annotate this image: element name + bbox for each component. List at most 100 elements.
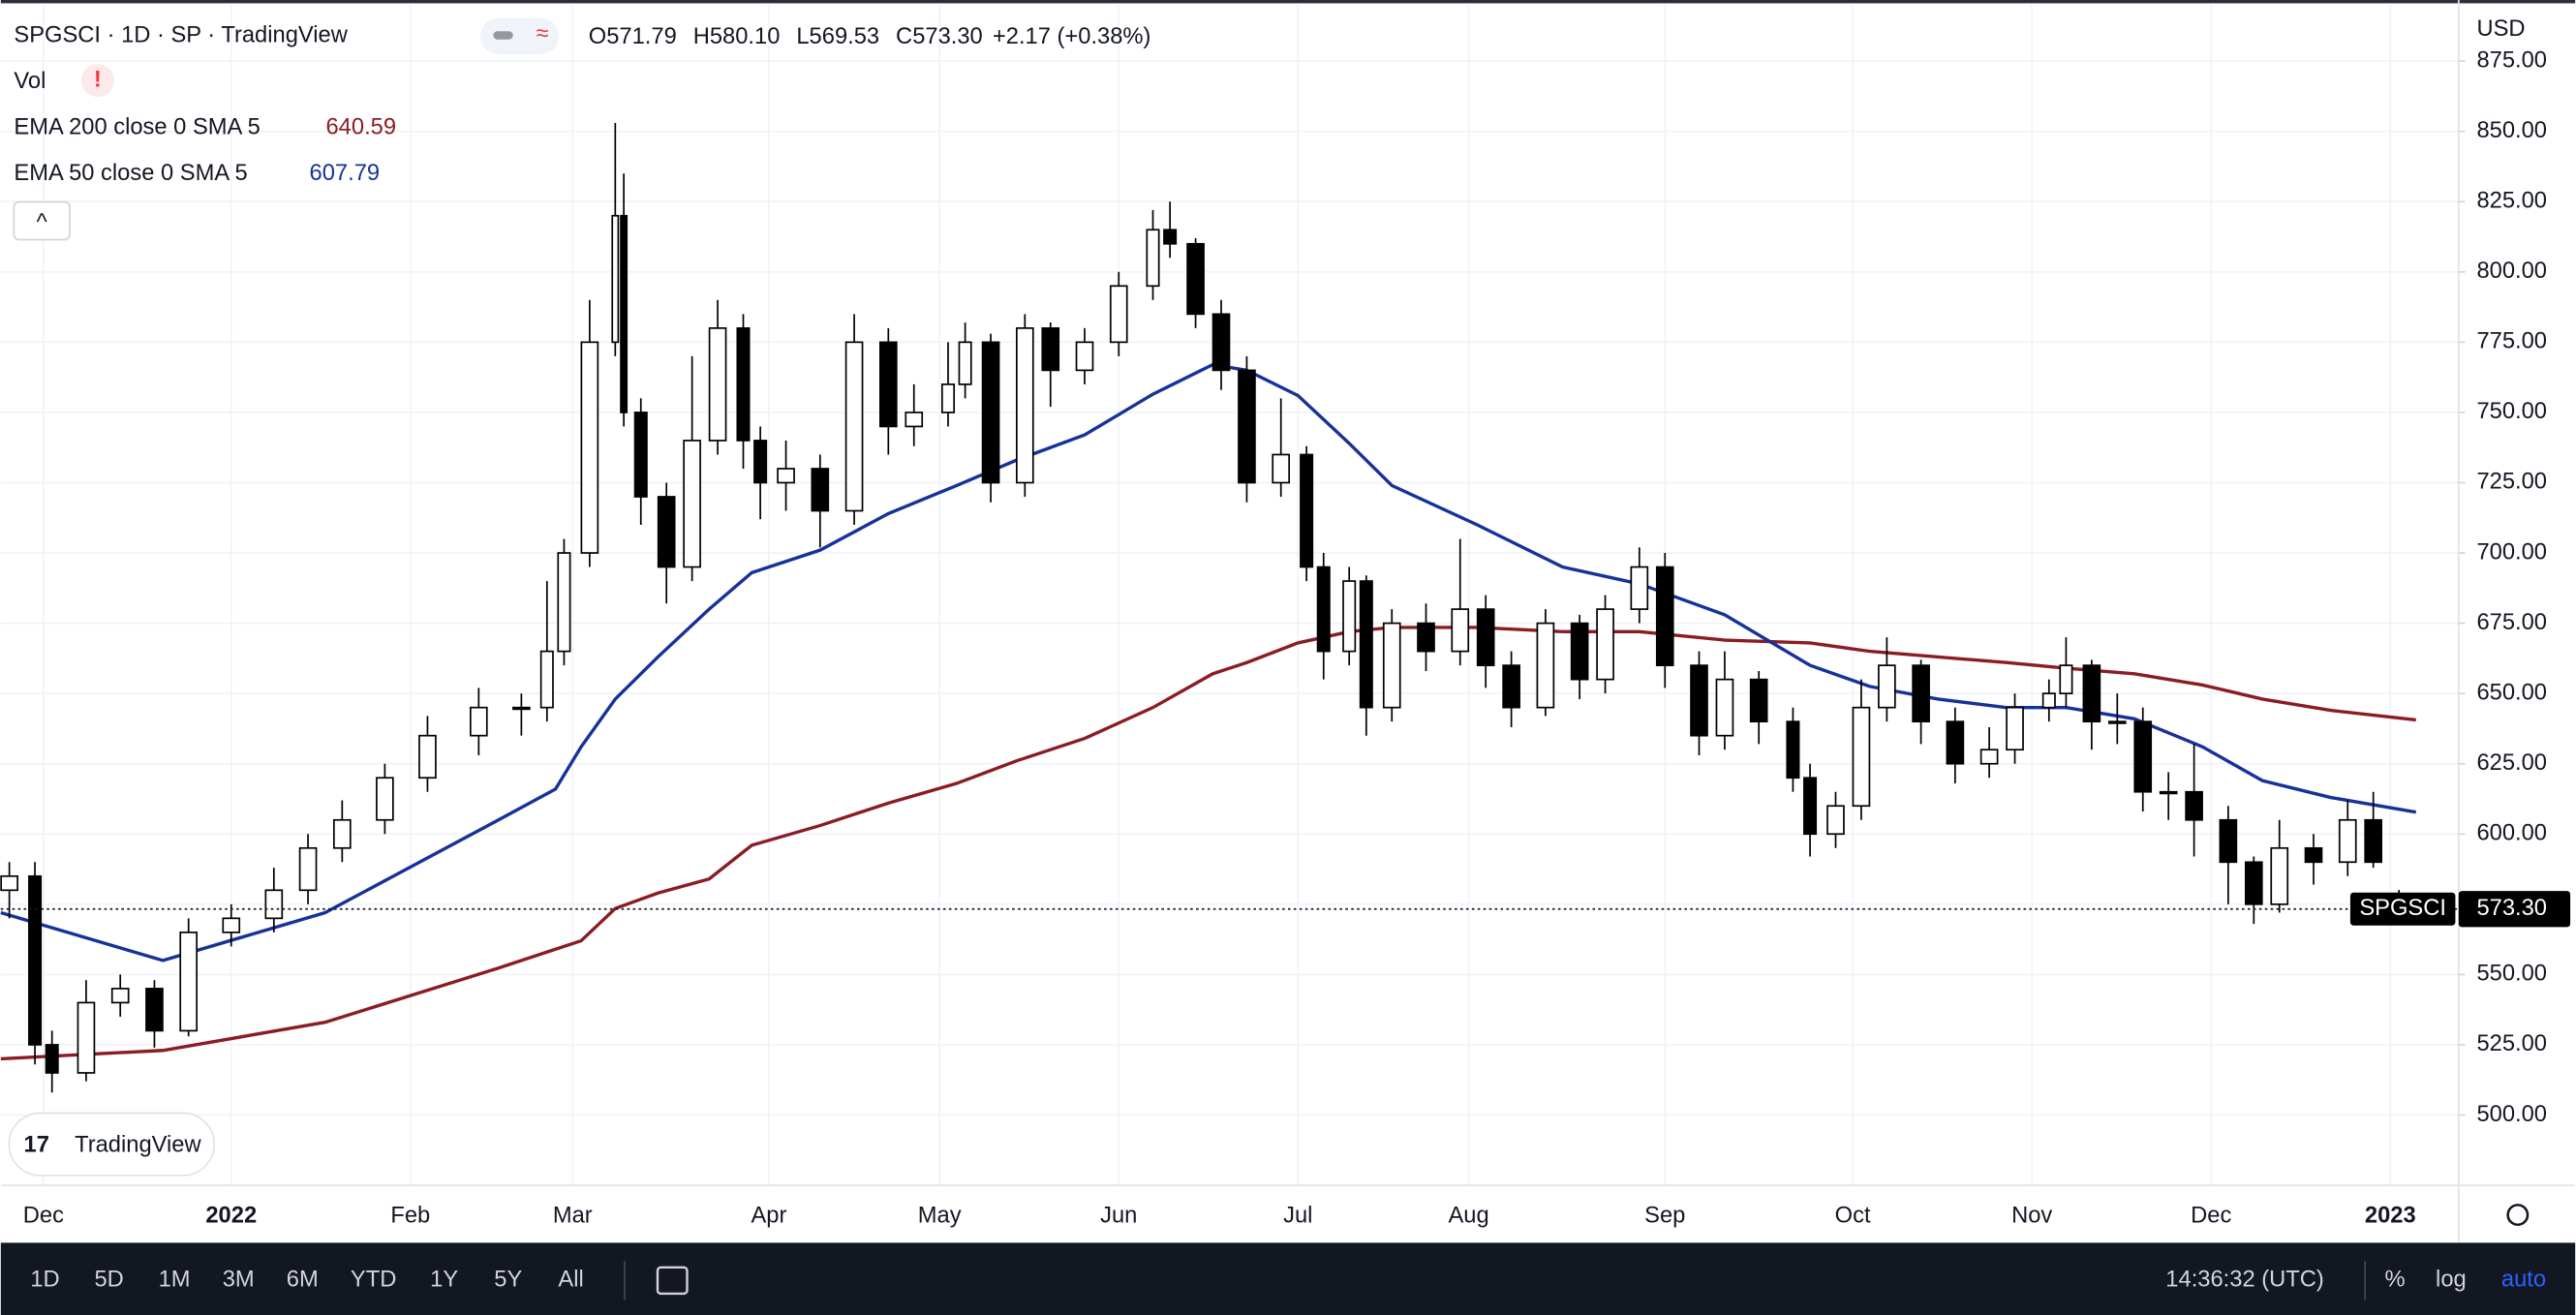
- candle-body: [905, 412, 924, 428]
- vol-warning[interactable]: [80, 64, 114, 98]
- range-button[interactable]: 6M: [287, 1268, 319, 1293]
- percent-toggle[interactable]: %: [2385, 1268, 2406, 1293]
- candle-body: [28, 874, 43, 1046]
- x-tick-label: Sep: [1644, 1204, 1685, 1229]
- candle-body: [1786, 720, 1800, 780]
- legend-name[interactable]: EMA 200 close 0 SMA 5: [14, 115, 260, 140]
- ohlc-value: 573.30: [912, 24, 983, 49]
- range-button[interactable]: YTD: [351, 1268, 396, 1293]
- candle-body: [1211, 313, 1231, 372]
- range-button[interactable]: 3M: [223, 1268, 255, 1293]
- candle-body: [2133, 720, 2153, 793]
- ohlc-value: 569.53: [810, 24, 880, 49]
- candle-body: [753, 440, 768, 484]
- candle-body: [376, 777, 394, 821]
- collapse-button[interactable]: [13, 200, 71, 241]
- candle-body: [1912, 664, 1930, 723]
- auto-toggle[interactable]: auto: [2501, 1268, 2546, 1293]
- y-tick-label: 800.00: [2476, 259, 2547, 284]
- ohlc-change: +2.17 (+0.38%): [993, 24, 1151, 49]
- range-button[interactable]: 1D: [30, 1268, 59, 1293]
- candle-body: [633, 412, 648, 498]
- y-tick-label: 625.00: [2476, 750, 2547, 776]
- toolbar: [0, 1242, 2576, 1315]
- ema-line: [0, 626, 2416, 1061]
- log-toggle[interactable]: log: [2436, 1268, 2467, 1293]
- candle-body: [469, 706, 488, 737]
- symbol-title[interactable]: SPGSCI · 1D · SP · TradingView: [14, 23, 348, 48]
- y-tick-label: 775.00: [2476, 329, 2547, 354]
- symbol-tag: [2349, 892, 2456, 926]
- candle-body: [1316, 566, 1331, 653]
- candle-body: [1946, 720, 1965, 765]
- range-button[interactable]: 5D: [94, 1268, 123, 1293]
- candle-body: [45, 1044, 59, 1074]
- candle-body: [1596, 608, 1614, 681]
- candle-body: [557, 552, 571, 653]
- candle-body: [1536, 622, 1555, 709]
- candle-body: [2364, 818, 2383, 864]
- candle-body: [940, 383, 956, 413]
- candle-body: [110, 988, 130, 1004]
- candle-body: [2244, 861, 2263, 905]
- candle-body: [264, 889, 284, 920]
- ohlc-key: H: [693, 24, 710, 49]
- candle-body: [657, 496, 676, 568]
- y-tick-label: 825.00: [2476, 189, 2547, 214]
- candle-body: [708, 327, 727, 442]
- candle-body: [878, 341, 898, 428]
- ohlc-value: 571.79: [606, 24, 677, 49]
- candle-body: [1655, 566, 1674, 666]
- vol-legend[interactable]: Vol: [14, 69, 46, 94]
- watermark-badge[interactable]: [8, 1112, 216, 1177]
- ohlc-key: O: [589, 24, 606, 49]
- y-tick-label: 500.00: [2476, 1102, 2547, 1127]
- price-tag: [2458, 891, 2571, 928]
- candle-body: [418, 734, 437, 780]
- candle-body: [620, 214, 629, 413]
- candle-body: [1451, 608, 1470, 653]
- candle-body: [298, 846, 318, 892]
- y-tick-label: 850.00: [2476, 118, 2547, 143]
- y-tick-label: 525.00: [2476, 1031, 2547, 1056]
- x-tick-label: Feb: [390, 1204, 430, 1229]
- candle-body: [611, 214, 620, 344]
- candle-body: [2270, 846, 2289, 905]
- vol-warning-icon: !: [94, 67, 102, 92]
- candle-body: [1852, 706, 1871, 808]
- date-range-icon[interactable]: [656, 1266, 689, 1296]
- pill-icon: [493, 31, 513, 40]
- candle-body: [1163, 229, 1178, 245]
- candle-body: [1146, 229, 1160, 288]
- currency[interactable]: USD: [2476, 16, 2525, 42]
- candle-body: [1272, 453, 1291, 484]
- x-tick-label: May: [918, 1204, 962, 1229]
- candle-body: [1502, 664, 1520, 709]
- ohlc-readout: O571.79 H580.10 L569.53 C573.30 +2.17 (+0.38…: [589, 24, 1151, 49]
- x-tick-label: 2023: [2365, 1204, 2416, 1229]
- y-tick-label: 550.00: [2476, 962, 2547, 987]
- candle-body: [222, 917, 241, 933]
- y-tick-label: 725.00: [2476, 470, 2547, 495]
- candle-body: [2006, 706, 2024, 751]
- range-button[interactable]: 5Y: [494, 1268, 522, 1293]
- candle-body: [1803, 777, 1818, 836]
- legend-name[interactable]: EMA 50 close 0 SMA 5: [14, 161, 247, 186]
- legend-value: 607.79: [310, 161, 381, 186]
- range-button[interactable]: 1Y: [430, 1268, 458, 1293]
- candle-body: [1359, 580, 1373, 709]
- settings-icon[interactable]: [2506, 1204, 2530, 1227]
- candle-body: [1476, 608, 1495, 666]
- range-button[interactable]: 1M: [159, 1268, 191, 1293]
- axes: 500.00525.00550.00575.00600.00625.00650.…: [23, 47, 2571, 1229]
- candle-body: [1109, 285, 1128, 344]
- toolbar-items: 1D 5D 1M 3M 6M YTD 1Y 5Y All 14:36:32 (UTC)% log au…: [30, 1268, 2546, 1293]
- candle-body: [2185, 790, 2203, 821]
- candle-body: [1342, 580, 1357, 653]
- candle-body: [777, 468, 795, 484]
- range-button[interactable]: All: [558, 1268, 583, 1293]
- x-tick-label: Dec: [23, 1204, 64, 1229]
- status-pill[interactable]: [479, 17, 560, 54]
